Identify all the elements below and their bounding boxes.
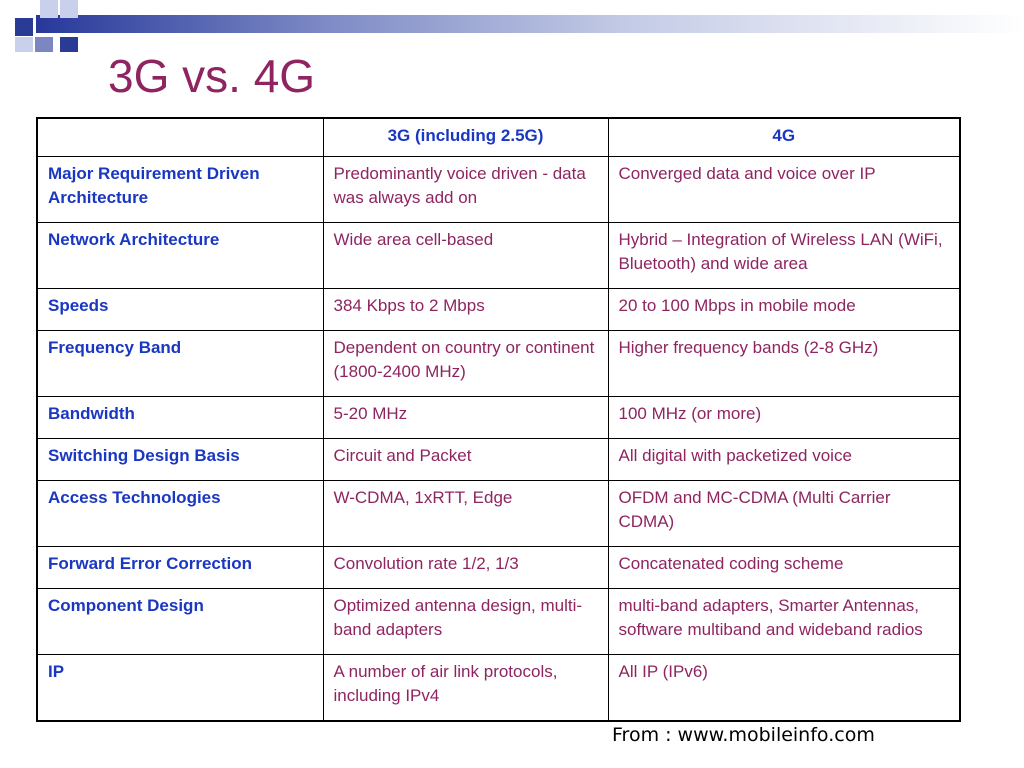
decorative-square [60, 0, 78, 18]
table-header-row: 3G (including 2.5G) 4G [36, 117, 961, 157]
value-cell-3g: Predominantly voice driven - data was al… [322, 156, 609, 223]
comparison-table: 3G (including 2.5G) 4G Major Requirement… [36, 117, 961, 722]
value-cell-3g: Dependent on country or continent (1800-… [322, 330, 609, 397]
value-cell-3g: Optimized antenna design, multi-band ada… [322, 588, 609, 655]
value-cell-4g: Converged data and voice over IP [607, 156, 961, 223]
feature-cell: Switching Design Basis [36, 438, 324, 481]
slide-title: 3G vs. 4G [108, 50, 316, 102]
table-row: Switching Design Basis Circuit and Packe… [36, 438, 961, 481]
value-cell-4g: All digital with packetized voice [607, 438, 961, 481]
decorative-square [35, 37, 53, 52]
value-cell-4g: OFDM and MC-CDMA (Multi Carrier CDMA) [607, 480, 961, 547]
table-row: IP A number of air link protocols, inclu… [36, 654, 961, 722]
value-cell-3g: W-CDMA, 1xRTT, Edge [322, 480, 609, 547]
decorative-square [15, 18, 33, 36]
value-cell-3g: 384 Kbps to 2 Mbps [322, 288, 609, 331]
value-cell-4g: Higher frequency bands (2-8 GHz) [607, 330, 961, 397]
feature-cell: Network Architecture [36, 222, 324, 289]
value-cell-3g: Convolution rate 1/2, 1/3 [322, 546, 609, 589]
feature-cell: IP [36, 654, 324, 722]
table-row: Bandwidth 5-20 MHz 100 MHz (or more) [36, 396, 961, 439]
header-gradient-band [36, 15, 1024, 33]
feature-cell: Major Requirement Driven Architecture [36, 156, 324, 223]
table-row: Network Architecture Wide area cell-base… [36, 222, 961, 289]
source-citation: From : www.mobileinfo.com [612, 724, 875, 746]
feature-cell: Component Design [36, 588, 324, 655]
value-cell-4g: All IP (IPv6) [607, 654, 961, 722]
table-row: Frequency Band Dependent on country or c… [36, 330, 961, 397]
header-cell-feature [36, 117, 324, 157]
feature-cell: Frequency Band [36, 330, 324, 397]
feature-cell: Forward Error Correction [36, 546, 324, 589]
feature-cell: Access Technologies [36, 480, 324, 547]
feature-cell: Speeds [36, 288, 324, 331]
decorative-square [15, 37, 33, 52]
value-cell-4g: Concatenated coding scheme [607, 546, 961, 589]
value-cell-3g: Circuit and Packet [322, 438, 609, 481]
table-row: Forward Error Correction Convolution rat… [36, 546, 961, 589]
table-row: Speeds 384 Kbps to 2 Mbps 20 to 100 Mbps… [36, 288, 961, 331]
decorative-square [60, 37, 78, 52]
value-cell-4g: 20 to 100 Mbps in mobile mode [607, 288, 961, 331]
header-cell-3g: 3G (including 2.5G) [322, 117, 609, 157]
feature-cell: Bandwidth [36, 396, 324, 439]
value-cell-3g: 5-20 MHz [322, 396, 609, 439]
header-cell-4g: 4G [607, 117, 961, 157]
decorative-square [40, 0, 58, 18]
table-row: Access Technologies W-CDMA, 1xRTT, Edge … [36, 480, 961, 547]
value-cell-3g: Wide area cell-based [322, 222, 609, 289]
value-cell-4g: 100 MHz (or more) [607, 396, 961, 439]
value-cell-3g: A number of air link protocols, includin… [322, 654, 609, 722]
value-cell-4g: multi-band adapters, Smarter Antennas, s… [607, 588, 961, 655]
table-row: Major Requirement Driven Architecture Pr… [36, 156, 961, 223]
value-cell-4g: Hybrid – Integration of Wireless LAN (Wi… [607, 222, 961, 289]
table-row: Component Design Optimized antenna desig… [36, 588, 961, 655]
